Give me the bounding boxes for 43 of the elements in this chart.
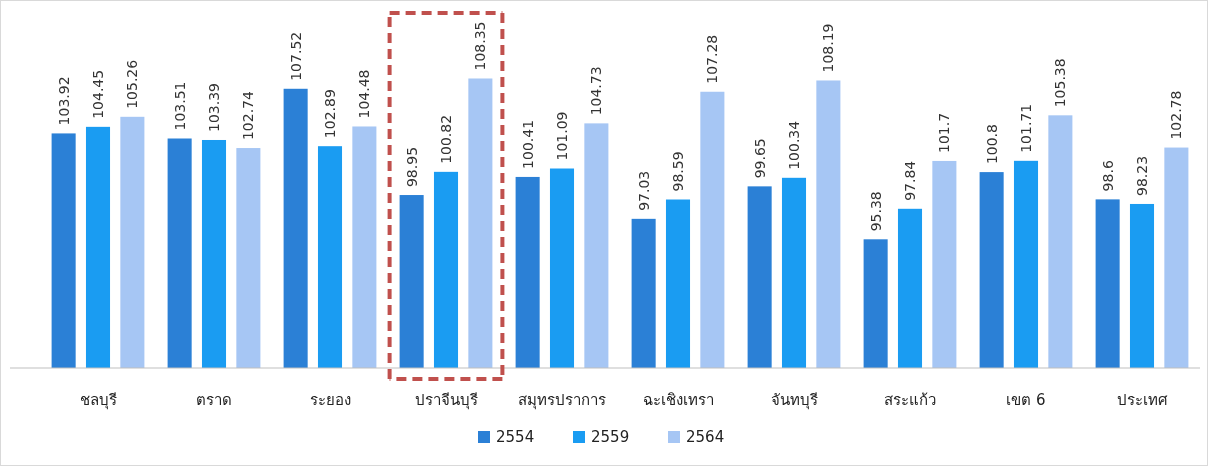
x-tick-label: เขต 6 [1006, 391, 1046, 409]
legend-label: 2559 [591, 428, 630, 446]
x-tick-label: จันทบุรี [770, 391, 818, 410]
data-label: 105.38 [1052, 58, 1069, 108]
data-label: 105.26 [124, 59, 141, 109]
data-label: 98.59 [670, 151, 686, 192]
x-tick-label: ระยอง [309, 391, 351, 409]
data-label: 104.48 [356, 69, 373, 119]
data-label: 102.89 [322, 89, 338, 139]
data-label: 101.09 [554, 111, 570, 161]
data-label: 104.73 [588, 66, 605, 116]
data-label: 101.71 [1018, 103, 1034, 153]
x-tick-label: ปราจีนบุรี [414, 391, 478, 410]
data-label: 98.95 [403, 146, 420, 188]
data-label: 103.51 [171, 81, 188, 131]
x-tick-label: สระแก้ว [884, 391, 936, 409]
data-label: 100.82 [438, 114, 454, 164]
x-tick-label: ชลบุรี [79, 391, 117, 410]
data-label: 98.23 [1134, 155, 1150, 196]
data-label: 100.34 [786, 120, 802, 170]
data-label: 107.52 [287, 31, 304, 81]
data-label: 103.92 [55, 76, 72, 126]
data-label: 104.45 [90, 69, 106, 119]
data-label: 99.65 [751, 138, 768, 179]
data-label: 97.84 [902, 160, 918, 201]
data-label: 107.28 [704, 34, 721, 84]
data-label: 97.03 [635, 170, 652, 211]
data-label: 108.19 [820, 23, 837, 73]
legend-label: 2554 [496, 428, 535, 446]
x-tick-label: สมุทรปราการ [518, 391, 606, 410]
data-label: 102.78 [1168, 90, 1185, 140]
legend-label: 2564 [686, 428, 725, 446]
x-tick-label: ตราด [196, 391, 232, 409]
data-label: 98.6 [1099, 160, 1116, 192]
data-label: 95.38 [867, 191, 884, 232]
x-tick-label: ฉะเชิงเทรา [642, 391, 714, 409]
data-label: 100.8 [983, 124, 1000, 165]
data-label: 100.41 [519, 119, 536, 169]
data-label: 103.39 [206, 82, 222, 132]
data-label: 101.7 [936, 112, 953, 153]
data-label: 102.74 [240, 90, 257, 141]
x-tick-label: ประเทศ [1116, 391, 1168, 409]
data-label: 108.35 [472, 21, 489, 71]
